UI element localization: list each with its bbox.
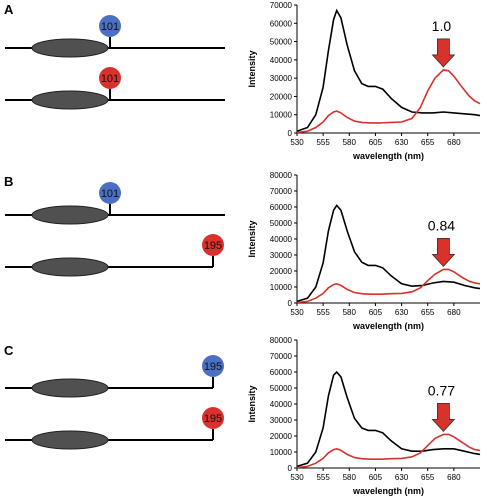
x-tick-label: 630 <box>395 138 409 147</box>
x-tick-label: 605 <box>369 308 383 317</box>
donor-fluorophore <box>99 182 121 204</box>
fluorophore-position-label: 101 <box>101 73 119 85</box>
x-tick-label: 530 <box>290 138 304 147</box>
x-tick-label: 580 <box>343 138 357 147</box>
x-tick-label: 680 <box>447 473 461 482</box>
y-tick-label: 70000 <box>270 352 293 361</box>
acceptor-fluorophore <box>202 234 224 256</box>
fluorophore-position-label: 195 <box>204 361 222 373</box>
y-tick-label: 40000 <box>270 400 293 409</box>
protein-ellipse <box>31 378 109 398</box>
x-tick-label: 605 <box>369 473 383 482</box>
y-tick-label: 50000 <box>270 384 293 393</box>
y-tick-label: 30000 <box>270 251 293 260</box>
spectrum-line-black <box>296 204 481 303</box>
y-tick-label: 50000 <box>270 38 293 47</box>
y-tick-label: 70000 <box>270 1 293 10</box>
y-tick-label: 20000 <box>270 267 293 276</box>
x-tick-label: 655 <box>421 308 435 317</box>
acceptor-fluorophore <box>202 407 224 429</box>
protein-ellipse <box>31 430 109 450</box>
x-tick-label: 630 <box>395 473 409 482</box>
y-axis-label: Intensity <box>247 385 257 422</box>
protein-ellipse <box>31 257 109 277</box>
x-tick-label: 530 <box>290 308 304 317</box>
acceptor-peak-arrow <box>431 403 456 432</box>
y-tick-label: 30000 <box>270 416 293 425</box>
y-axis-label: Intensity <box>247 220 257 257</box>
acceptor-peak-arrow <box>431 238 456 267</box>
x-tick-label: 680 <box>447 138 461 147</box>
panel-letter-a: A <box>4 2 14 17</box>
y-tick-label: 80000 <box>270 171 293 180</box>
x-tick-label: 555 <box>316 138 330 147</box>
acceptor-fluorophore <box>99 67 121 89</box>
acceptor-peak-arrow <box>431 38 456 68</box>
y-tick-label: 60000 <box>270 368 293 377</box>
fluorophore-position-label: 101 <box>101 188 119 200</box>
fret-ratio-label: 0.77 <box>428 382 455 398</box>
x-tick-label: 680 <box>447 308 461 317</box>
spectrum-chart-a: 0 10000 20000 30000 40000 50000 60000 70000 530 5… <box>247 1 481 161</box>
spectrum-line-black <box>296 370 481 468</box>
spectrum-line-red <box>296 268 481 304</box>
panel-letter-c: C <box>4 343 14 358</box>
x-axis-label: wavelength (nm) <box>352 151 424 161</box>
fluorophore-position-label: 195 <box>204 413 222 425</box>
y-axis-label: Intensity <box>247 50 257 87</box>
y-tick-label: 50000 <box>270 219 293 228</box>
schematic-panel-c: 195 195 <box>5 355 224 450</box>
x-tick-label: 555 <box>316 308 330 317</box>
fret-ratio-label: 0.84 <box>428 217 455 233</box>
y-tick-label: 10000 <box>270 283 293 292</box>
y-tick-label: 60000 <box>270 19 293 28</box>
x-axis-label: wavelength (nm) <box>352 321 424 331</box>
fluorophore-position-label: 101 <box>101 21 119 33</box>
x-tick-label: 605 <box>369 138 383 147</box>
spectrum-chart-b: 0 10000 20000 30000 40000 50000 60000 70000 8000… <box>247 171 481 331</box>
x-tick-label: 655 <box>421 473 435 482</box>
spectrum-line-red <box>296 433 481 469</box>
protein-ellipse <box>31 90 109 110</box>
x-tick-label: 555 <box>316 473 330 482</box>
protein-ellipse <box>31 38 109 58</box>
donor-fluorophore <box>99 15 121 37</box>
x-tick-label: 655 <box>421 138 435 147</box>
y-tick-label: 40000 <box>270 56 293 65</box>
schematic-panel-b: 101 195 <box>5 182 225 277</box>
y-tick-label: 60000 <box>270 203 293 212</box>
y-tick-label: 0 <box>288 129 293 138</box>
spectrum-chart-c: 0 10000 20000 30000 40000 50000 60000 70000 8000… <box>247 336 481 496</box>
y-tick-label: 0 <box>288 464 293 473</box>
y-tick-label: 80000 <box>270 336 293 345</box>
x-tick-label: 580 <box>343 473 357 482</box>
x-tick-label: 580 <box>343 308 357 317</box>
y-tick-label: 70000 <box>270 187 293 196</box>
spectrum-line-red <box>296 69 481 134</box>
spectrum-line-black <box>296 8 481 132</box>
x-tick-label: 630 <box>395 308 409 317</box>
x-axis-label: wavelength (nm) <box>352 486 424 496</box>
donor-fluorophore <box>202 355 224 377</box>
y-tick-label: 10000 <box>270 448 293 457</box>
y-tick-label: 10000 <box>270 111 293 120</box>
x-tick-label: 530 <box>290 473 304 482</box>
y-tick-label: 20000 <box>270 92 293 101</box>
schematic-panel-a: 101 101 <box>5 15 225 110</box>
fluorophore-position-label: 195 <box>204 240 222 252</box>
fret-ratio-label: 1.0 <box>432 18 452 34</box>
protein-ellipse <box>31 205 109 225</box>
y-tick-label: 0 <box>288 299 293 308</box>
y-tick-label: 20000 <box>270 432 293 441</box>
panel-letter-b: B <box>4 174 14 189</box>
y-tick-label: 40000 <box>270 235 293 244</box>
y-tick-label: 30000 <box>270 74 293 83</box>
